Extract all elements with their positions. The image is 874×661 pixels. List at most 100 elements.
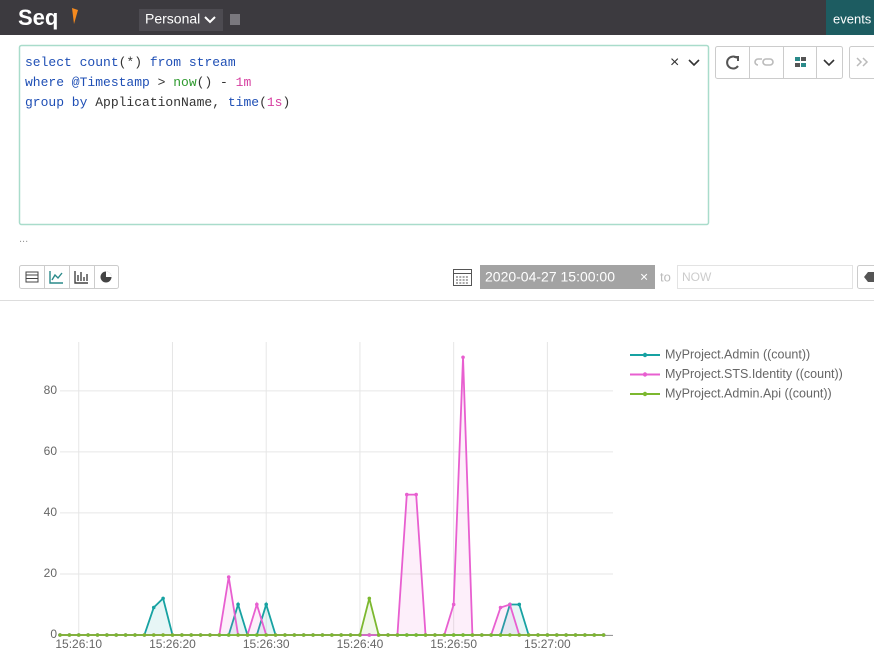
data-point: [480, 633, 484, 637]
data-point: [574, 633, 578, 637]
tab[interactable]: events: [833, 11, 872, 26]
legend-dot: [643, 392, 647, 396]
data-point: [508, 603, 512, 607]
from-date[interactable]: 2020-04-27 15:00:00: [485, 269, 615, 285]
data-point: [339, 633, 343, 637]
data-point: [536, 633, 540, 637]
data-point: [555, 633, 559, 637]
data-point: [414, 493, 418, 497]
data-point: [68, 633, 72, 637]
data-point: [489, 633, 493, 637]
data-point: [171, 633, 175, 637]
data-point: [283, 633, 287, 637]
data-point: [517, 633, 521, 637]
x-tick-label: 15:26:20: [149, 637, 196, 651]
query-token: count: [80, 55, 119, 70]
data-point: [349, 633, 353, 637]
y-tick-label: 40: [44, 505, 58, 519]
query-token: (: [259, 95, 267, 110]
data-point: [255, 603, 259, 607]
data-point: [189, 633, 193, 637]
more[interactable]: ...: [19, 233, 28, 245]
data-point: [264, 603, 268, 607]
legend-entry[interactable]: MyProject.Admin ((count)): [665, 347, 810, 361]
data-point: [246, 633, 250, 637]
data-point: [368, 597, 372, 601]
data-point: [236, 633, 240, 637]
query-token: >: [158, 75, 166, 90]
data-point: [227, 575, 231, 579]
data-point: [236, 603, 240, 607]
top-bar: [0, 0, 874, 35]
pie-view[interactable]: [101, 272, 112, 283]
data-point: [377, 633, 381, 637]
data-point: [424, 633, 428, 637]
query-token: time: [228, 95, 259, 110]
data-point: [592, 633, 596, 637]
data-point: [311, 633, 315, 637]
data-point: [414, 633, 418, 637]
legend-entry[interactable]: MyProject.Admin.Api ((count)): [665, 386, 832, 400]
data-point: [218, 633, 222, 637]
data-point: [546, 633, 550, 637]
query-token: [165, 75, 173, 90]
query-token: 1m: [236, 75, 252, 90]
data-point: [274, 633, 278, 637]
legend-entry[interactable]: MyProject.STS.Identity ((count)): [665, 367, 843, 381]
save-icon[interactable]: [230, 14, 240, 25]
logo[interactable]: Seq: [18, 5, 58, 30]
to-placeholder[interactable]: NOW: [682, 270, 712, 284]
calendar-icon[interactable]: [453, 270, 472, 286]
data-point: [96, 633, 100, 637]
expand-button[interactable]: [850, 47, 874, 79]
query-token: (*): [119, 55, 142, 70]
query-token: ): [282, 95, 290, 110]
data-point: [583, 633, 587, 637]
query-token: from stream: [142, 55, 236, 70]
x-tick-label: 15:26:40: [337, 637, 384, 651]
clear-date[interactable]: ×: [640, 269, 648, 285]
data-point: [527, 633, 531, 637]
data-point: [124, 633, 128, 637]
x-tick-label: 15:27:00: [524, 637, 571, 651]
data-point: [86, 633, 90, 637]
data-point: [302, 633, 306, 637]
data-point: [161, 597, 165, 601]
data-point: [433, 633, 437, 637]
data-point: [405, 633, 409, 637]
button-group: [716, 47, 843, 79]
data-point: [386, 633, 390, 637]
y-tick-label: 80: [44, 383, 58, 397]
data-point: [264, 633, 268, 637]
data-point: [471, 633, 475, 637]
query-token: () -: [197, 75, 236, 90]
data-point: [180, 633, 184, 637]
data-point: [461, 633, 465, 637]
workspace[interactable]: Personal: [145, 11, 200, 27]
data-point: [442, 633, 446, 637]
x-tick-label: 15:26:30: [243, 637, 290, 651]
clear-button[interactable]: ×: [670, 54, 679, 71]
query-token: 1s: [267, 95, 283, 110]
data-point: [208, 633, 212, 637]
data-point: [405, 493, 409, 497]
query-token: ApplicationName,: [95, 95, 228, 110]
data-point: [77, 633, 81, 637]
query-token: select: [25, 55, 80, 70]
query-line: where @Timestamp > now() - 1m: [25, 75, 251, 90]
data-point: [517, 603, 521, 607]
data-point: [105, 633, 109, 637]
query-token: now: [173, 75, 197, 90]
data-point: [499, 606, 503, 610]
data-point: [330, 633, 334, 637]
data-point: [143, 633, 147, 637]
data-point: [452, 633, 456, 637]
x-tick-label: 15:26:50: [430, 637, 477, 651]
data-point: [396, 633, 400, 637]
data-point: [358, 633, 362, 637]
data-point: [461, 355, 465, 359]
data-point: [452, 603, 456, 607]
query-editor[interactable]: [20, 46, 709, 225]
data-point: [508, 633, 512, 637]
